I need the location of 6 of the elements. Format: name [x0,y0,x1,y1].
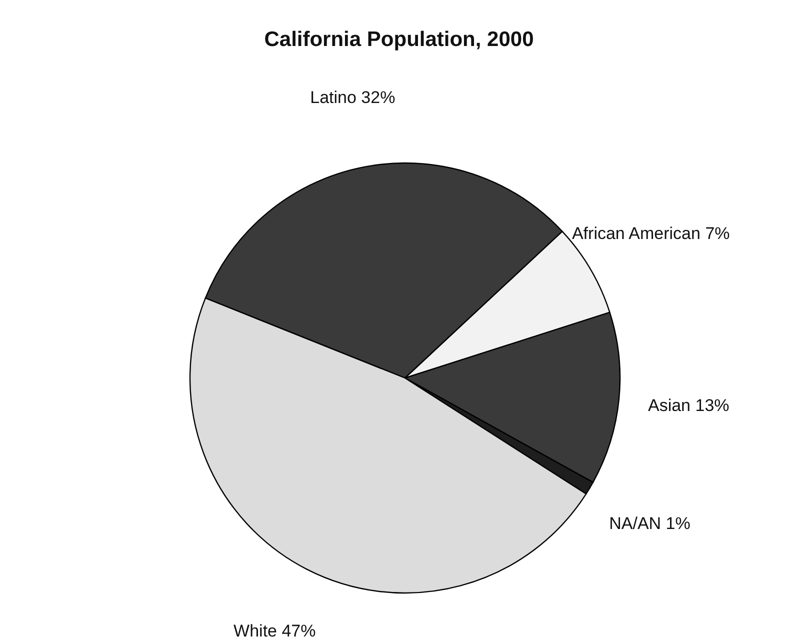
slice-label: Asian 13% [648,396,730,415]
slice-label: White 47% [234,621,316,640]
chart-title: California Population, 2000 [264,28,534,51]
slice-label: NA/AN 1% [609,514,690,534]
slice-label: African American 7% [572,224,730,243]
slice-label: Latino 32% [310,88,396,107]
